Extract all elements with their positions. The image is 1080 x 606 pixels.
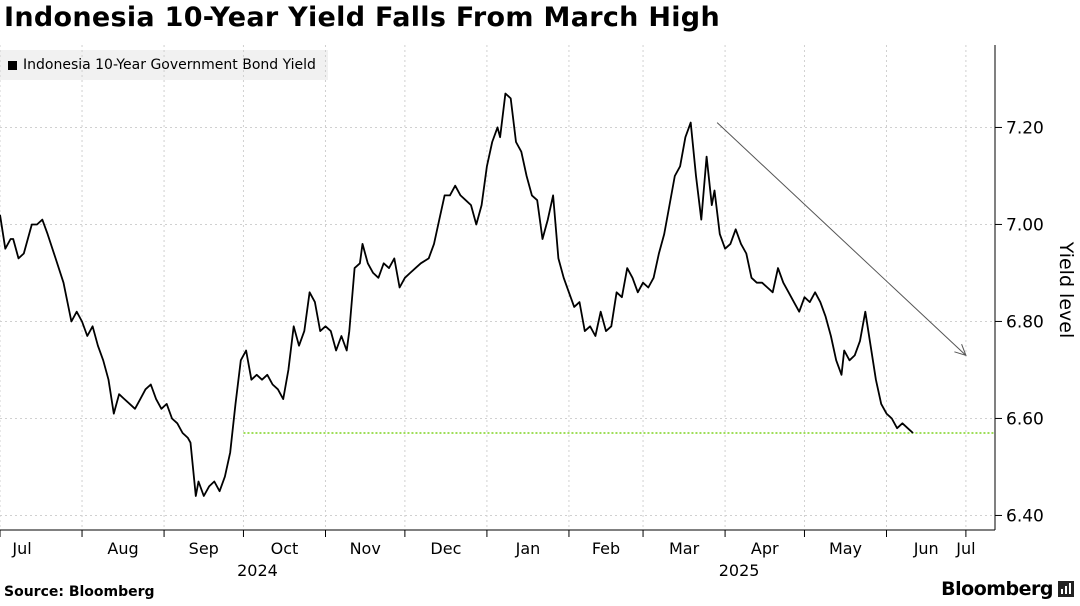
bloomberg-chart-icon [1058, 581, 1074, 597]
x-tick-label: May [829, 539, 862, 558]
x-tick-label: Mar [669, 539, 700, 558]
legend-swatch [8, 60, 17, 70]
x-tick-label: Jul [11, 539, 31, 558]
x-tick-label: Nov [350, 539, 381, 558]
chart-title: Indonesia 10-Year Yield Falls From March… [4, 2, 720, 33]
y-axis-label: Yield level [1055, 241, 1077, 338]
x-tick-label: Jun [913, 539, 939, 558]
x-year-label: 2025 [719, 561, 760, 580]
trend-arrow-head [954, 344, 967, 357]
x-tick-label: Sep [189, 539, 219, 558]
x-tick-label: Apr [751, 539, 779, 558]
x-tick-label: Jan [515, 539, 541, 558]
y-tick-label: 6.60 [1006, 409, 1044, 429]
y-tick-label: 6.40 [1006, 506, 1044, 526]
x-tick-label: Feb [592, 539, 620, 558]
x-tick-label: Dec [430, 539, 461, 558]
series-line [0, 92, 914, 497]
brand-name: Bloomberg [941, 578, 1053, 600]
y-tick-label: 7.20 [1006, 118, 1044, 138]
y-tick-label: 7.00 [1006, 215, 1044, 235]
x-tick-label: Jul [955, 539, 975, 558]
legend-label: Indonesia 10-Year Government Bond Yield [23, 57, 316, 73]
x-tick-label: Aug [107, 539, 138, 558]
x-year-label: 2024 [237, 561, 278, 580]
brand-logo: Bloomberg [941, 578, 1074, 600]
source-note: Source: Bloomberg [4, 584, 155, 600]
x-tick-label: Oct [271, 539, 299, 558]
y-tick-label: 6.80 [1006, 312, 1044, 332]
trend-arrow-line [716, 122, 967, 356]
